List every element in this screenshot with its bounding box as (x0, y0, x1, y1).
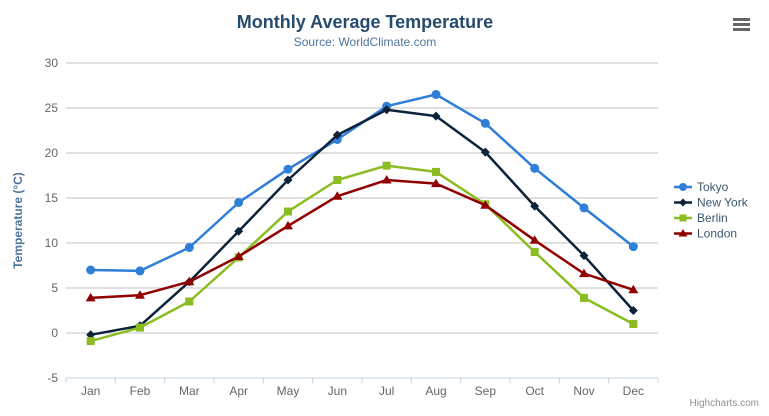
x-tick-label-aug: Aug (425, 384, 446, 398)
legend-item-berlin[interactable]: Berlin (674, 211, 728, 225)
marker-triangle (135, 290, 145, 299)
chart-subtitle: Source: WorldClimate.com (293, 35, 437, 49)
legend-label-berlin: Berlin (697, 211, 728, 225)
x-tick-label-dec: Dec (623, 384, 644, 398)
marker-circle (579, 203, 589, 213)
marker-triangle (678, 229, 688, 237)
marker-triangle (332, 191, 343, 200)
marker-triangle (579, 268, 589, 278)
y-tick-label-5: 5 (51, 281, 58, 295)
marker-square (432, 167, 440, 176)
marker-square (185, 297, 194, 306)
marker-diamond (679, 198, 687, 207)
marker-triangle (628, 284, 639, 294)
y-tick-label--5: -5 (47, 371, 58, 385)
y-tick-label-0: 0 (51, 326, 58, 340)
highcharts-credit-link[interactable]: Highcharts.com (689, 398, 759, 409)
marker-diamond (530, 201, 540, 211)
y-tick-label-10: 10 (45, 236, 59, 250)
marker-circle (86, 265, 96, 275)
x-tick-label-jan: Jan (81, 384, 100, 398)
marker-square (382, 161, 391, 170)
x-tick-label-jul: Jul (379, 384, 394, 398)
y-tick-label-20: 20 (45, 146, 59, 160)
marker-diamond (283, 175, 293, 185)
marker-triangle (283, 220, 293, 230)
x-tick-label-oct: Oct (525, 384, 544, 398)
export-menu-button[interactable] (730, 16, 752, 34)
marker-diamond (579, 251, 589, 261)
x-tick-label-sep: Sep (475, 384, 497, 398)
marker-triangle (529, 235, 540, 244)
marker-square (580, 293, 588, 302)
marker-circle (679, 183, 687, 191)
x-tick-label-nov: Nov (573, 384, 594, 398)
marker-triangle (480, 200, 491, 209)
series-new-york[interactable] (86, 105, 638, 340)
marker-square (136, 323, 144, 332)
hamburger-icon (730, 17, 752, 31)
y-axis-title: Temperature (°C) (11, 172, 25, 269)
legend-label-london: London (697, 227, 737, 241)
x-tick-label-may: May (277, 384, 300, 398)
legend-item-new-york[interactable]: New York (674, 196, 749, 210)
marker-triangle (431, 178, 441, 188)
marker-square (333, 176, 342, 184)
marker-circle (234, 198, 244, 207)
marker-circle (480, 118, 490, 128)
marker-circle (184, 243, 194, 252)
series-tokyo[interactable] (86, 90, 638, 276)
x-tick-label-mar: Mar (179, 384, 200, 398)
series-line-london[interactable] (89, 178, 635, 300)
marker-circle (628, 242, 638, 252)
legend-label-new-york: New York (697, 196, 749, 210)
legend-item-london[interactable]: London (674, 227, 737, 241)
marker-square (530, 248, 539, 256)
marker-circle (431, 90, 441, 99)
legend-item-tokyo[interactable]: Tokyo (674, 180, 729, 194)
marker-diamond (332, 130, 342, 140)
x-tick-label-feb: Feb (130, 384, 151, 398)
marker-diamond (431, 111, 441, 121)
series-line-new-york[interactable] (89, 108, 635, 337)
series-line-berlin[interactable] (89, 164, 635, 343)
marker-square (679, 214, 687, 222)
marker-diamond (628, 306, 638, 315)
x-tick-label-jun: Jun (328, 384, 347, 398)
y-tick-label-15: 15 (45, 191, 59, 205)
marker-triangle (184, 276, 195, 286)
marker-circle (135, 266, 145, 276)
marker-diamond (86, 330, 96, 340)
x-tick-label-apr: Apr (229, 384, 248, 398)
marker-triangle (381, 175, 392, 184)
chart-title: Monthly Average Temperature (236, 12, 494, 32)
marker-square (86, 337, 95, 346)
y-tick-label-30: 30 (45, 56, 59, 70)
y-tick-label-25: 25 (45, 101, 59, 115)
marker-triangle (233, 251, 244, 260)
marker-triangle (85, 292, 96, 302)
series-line-tokyo[interactable] (89, 93, 635, 273)
marker-diamond (480, 147, 490, 157)
marker-diamond (234, 226, 244, 236)
marker-circle (530, 163, 540, 173)
legend-label-tokyo: Tokyo (697, 180, 729, 194)
marker-diamond (382, 105, 392, 115)
series-london[interactable] (85, 175, 639, 302)
marker-square (284, 207, 292, 216)
marker-square (629, 320, 638, 328)
marker-circle (283, 164, 293, 174)
